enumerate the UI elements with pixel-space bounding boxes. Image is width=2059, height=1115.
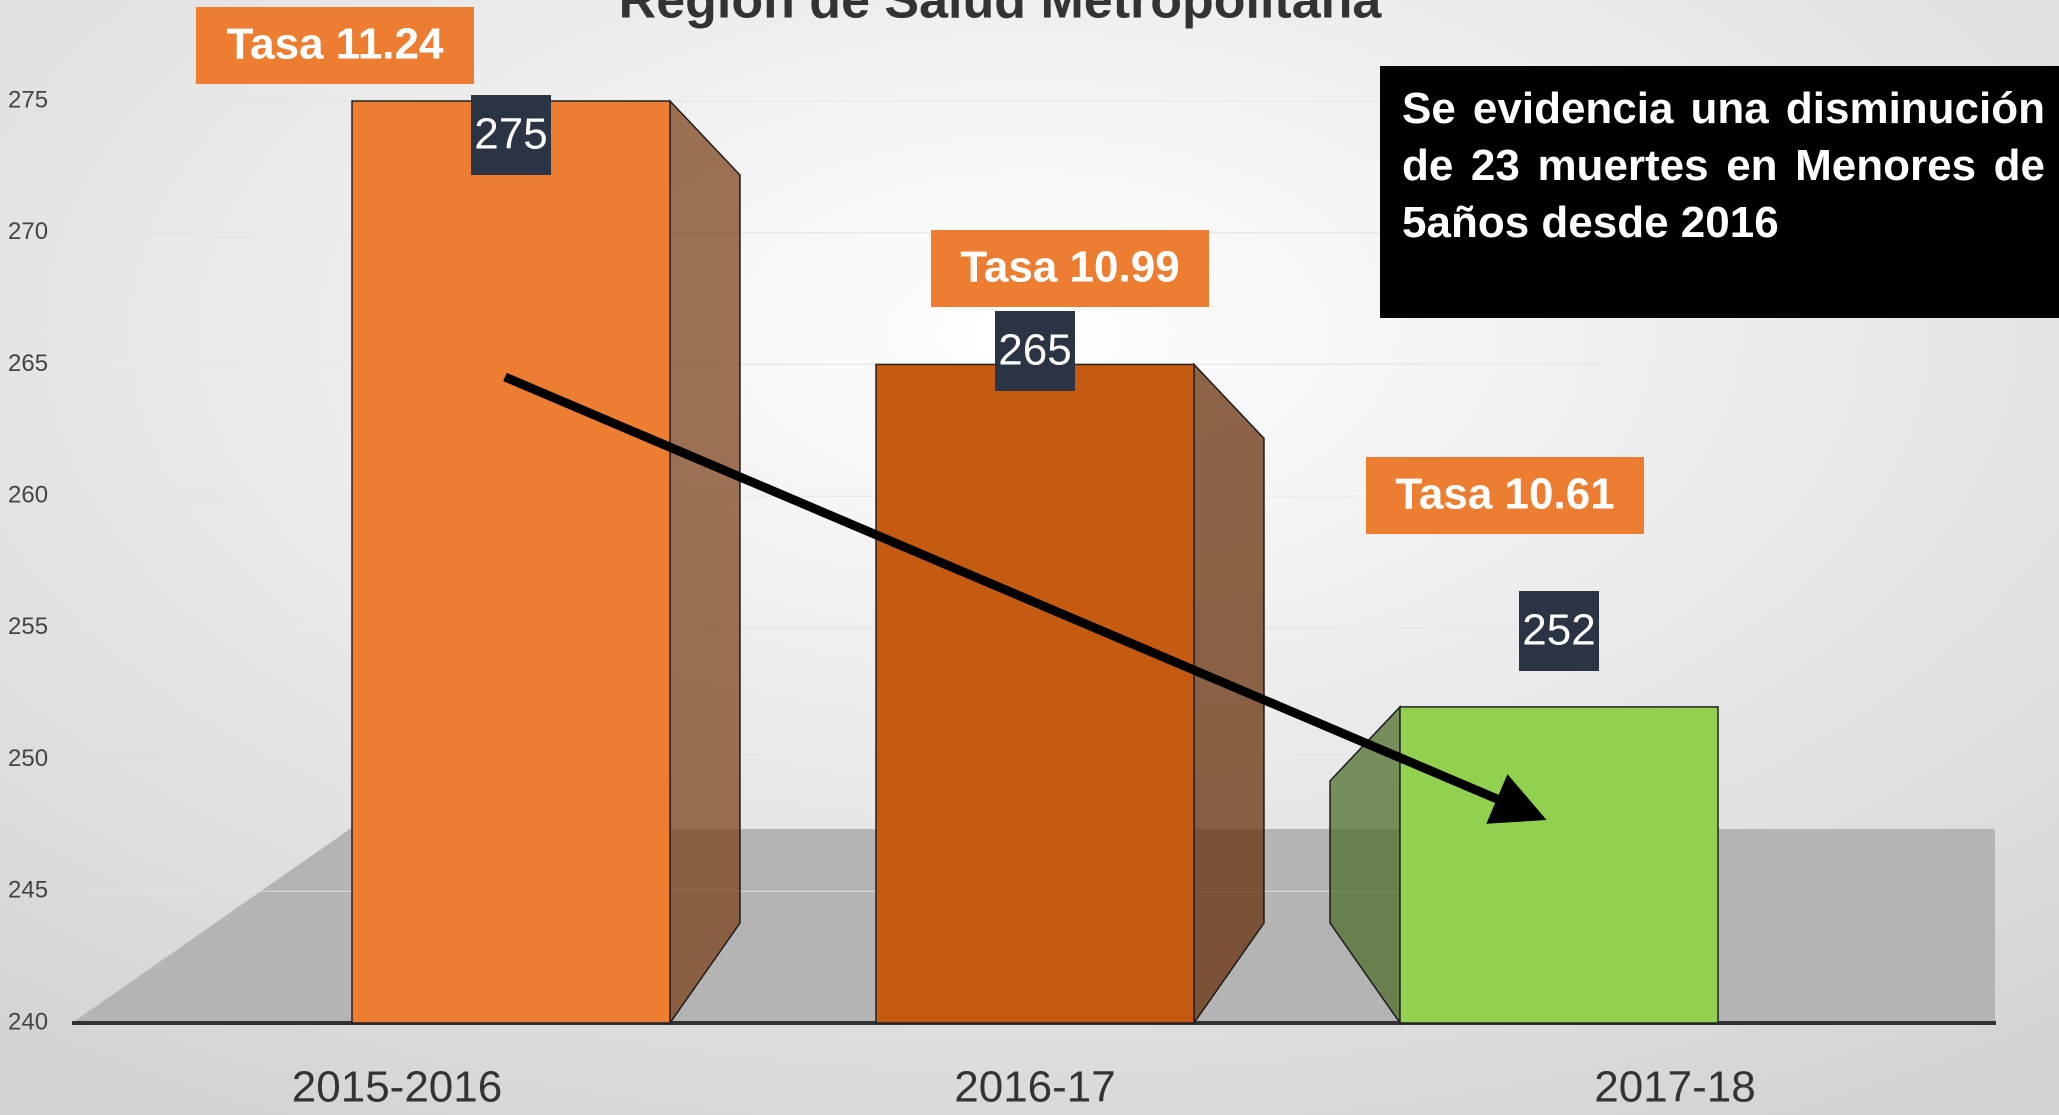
- y-tick-label: 265: [8, 350, 48, 377]
- value-label-box: [471, 95, 551, 175]
- bar-side-shade: [1330, 706, 1400, 1023]
- annotation-box: [931, 230, 1209, 307]
- chart-title: Región de Salud Metropolitana: [619, 0, 1383, 30]
- annotation-box: [1366, 457, 1644, 534]
- bar-side-shade: [670, 101, 740, 1023]
- annotation: Tasa 10.61: [1395, 470, 1614, 519]
- y-tick-label: 275: [8, 86, 48, 113]
- note: Se evidencia una disminución de 23 muert…: [1380, 66, 2059, 318]
- value-label-box: [995, 311, 1075, 391]
- bar-side-shade: [1194, 364, 1264, 1023]
- y-tick-label: 245: [8, 877, 48, 904]
- annotation: Tasa 11.24: [227, 20, 444, 69]
- bar: [875, 363, 1195, 1024]
- y-tick-label: 250: [8, 745, 48, 772]
- y-tick-label: 240: [8, 1008, 48, 1035]
- value-label: 275: [474, 110, 547, 159]
- trend-arrow: [503, 372, 1547, 824]
- value-label: 252: [1522, 606, 1595, 655]
- x-tick-label: 2016-17: [954, 1063, 1115, 1112]
- value-label: 265: [998, 326, 1071, 375]
- annotation-box: [196, 7, 474, 84]
- bar: [351, 100, 671, 1024]
- x-tick-label: 2015-2016: [292, 1063, 502, 1112]
- y-tick-label: 255: [8, 613, 48, 640]
- annotation: Tasa 10.99: [960, 243, 1179, 292]
- y-tick-label: 260: [8, 481, 48, 508]
- bar: [1399, 706, 1719, 1024]
- y-tick-label: 270: [8, 218, 48, 245]
- x-tick-label: 2017-18: [1594, 1063, 1755, 1112]
- value-label-box: [1519, 591, 1599, 671]
